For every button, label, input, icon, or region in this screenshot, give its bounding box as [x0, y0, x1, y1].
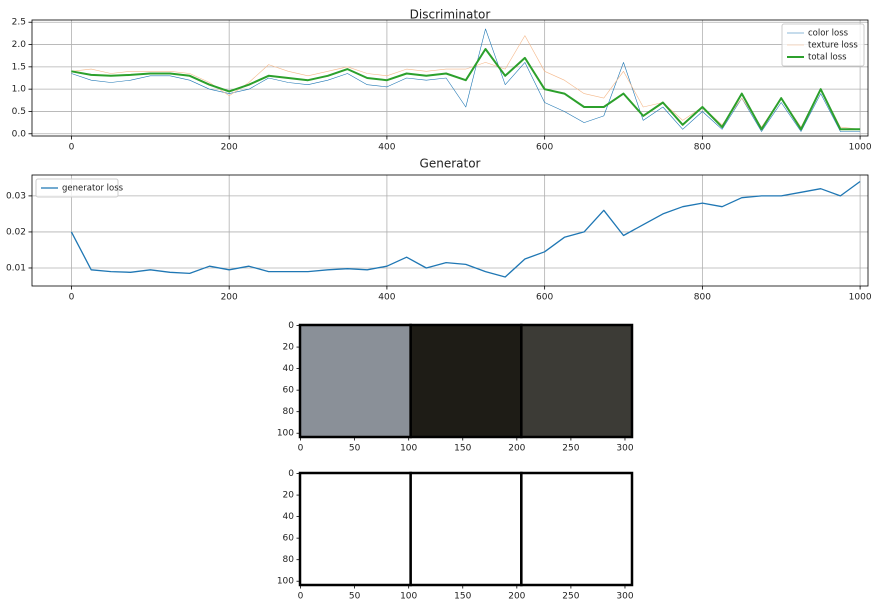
x-tick-label: 250	[562, 592, 579, 602]
legend-label: texture loss	[808, 41, 858, 51]
x-tick-label: 300	[616, 592, 633, 602]
x-tick-label: 200	[221, 143, 238, 153]
x-tick-label: 250	[562, 444, 579, 454]
legend-box	[781, 23, 865, 67]
x-tick-label: 200	[508, 592, 525, 602]
y-tick-label: 100	[277, 577, 294, 587]
axes-frame	[299, 324, 633, 438]
y-tick-label: 60	[283, 534, 295, 544]
y-tick-label: 1.0	[12, 85, 27, 95]
chart-title: Generator	[420, 157, 481, 171]
y-tick-label: 2.5	[12, 18, 26, 28]
x-tick-label: 1000	[849, 293, 872, 303]
x-tick-label: 150	[454, 592, 471, 602]
image-tile	[520, 323, 634, 439]
x-tick-label: 0	[69, 293, 75, 303]
y-tick-label: 0.03	[6, 191, 26, 201]
legend: generator loss	[35, 178, 124, 198]
y-tick-label: 40	[283, 364, 295, 374]
x-tick-label: 50	[349, 444, 361, 454]
legend-label: total loss	[808, 53, 847, 63]
image-tile	[409, 323, 523, 439]
x-tick-label: 0	[298, 592, 304, 602]
y-tick-label: 2.0	[12, 40, 27, 50]
y-tick-label: 0.5	[12, 107, 26, 117]
axes-frame	[31, 19, 869, 137]
y-tick-label: 20	[283, 343, 295, 353]
series-line	[71, 48, 861, 131]
axes-frame	[299, 472, 633, 586]
x-tick-label: 50	[349, 592, 361, 602]
x-tick-label: 300	[616, 444, 633, 454]
legend-label: generator loss	[62, 184, 124, 194]
image-tile	[520, 471, 634, 587]
y-tick-label: 0	[288, 469, 294, 479]
x-tick-label: 0	[69, 143, 75, 153]
y-tick-label: 80	[283, 407, 295, 417]
x-tick-label: 100	[400, 444, 417, 454]
image-tile	[298, 323, 412, 439]
x-tick-label: 150	[454, 444, 471, 454]
y-tick-label: 80	[283, 555, 295, 565]
y-tick-label: 0.02	[6, 227, 26, 237]
x-tick-label: 600	[536, 143, 553, 153]
x-tick-label: 100	[400, 592, 417, 602]
x-tick-label: 200	[221, 293, 238, 303]
y-tick-label: 1.5	[12, 62, 26, 72]
x-tick-label: 0	[298, 444, 304, 454]
x-tick-label: 200	[508, 444, 525, 454]
y-tick-label: 40	[283, 512, 295, 522]
series-line	[70, 180, 861, 278]
image-tile	[409, 471, 523, 587]
y-tick-label: 0.0	[12, 129, 27, 139]
axes-frame	[31, 174, 869, 287]
x-tick-label: 800	[694, 143, 711, 153]
image-tile	[298, 471, 412, 587]
x-tick-label: 600	[536, 293, 553, 303]
legend: color loss texture loss total loss	[781, 23, 865, 67]
legend-box	[35, 178, 119, 198]
chart-title: Discriminator	[410, 8, 491, 22]
y-tick-label: 0	[288, 321, 294, 331]
y-tick-label: 100	[277, 429, 294, 439]
y-tick-label: 20	[283, 491, 295, 501]
x-tick-label: 400	[378, 293, 395, 303]
x-tick-label: 800	[694, 293, 711, 303]
x-tick-label: 400	[378, 143, 395, 153]
y-tick-label: 60	[283, 386, 295, 396]
series-line	[71, 35, 861, 130]
y-tick-label: 0.01	[6, 263, 26, 273]
x-tick-label: 1000	[849, 143, 872, 153]
legend-label: color loss	[808, 29, 849, 39]
series-line	[71, 28, 861, 132]
